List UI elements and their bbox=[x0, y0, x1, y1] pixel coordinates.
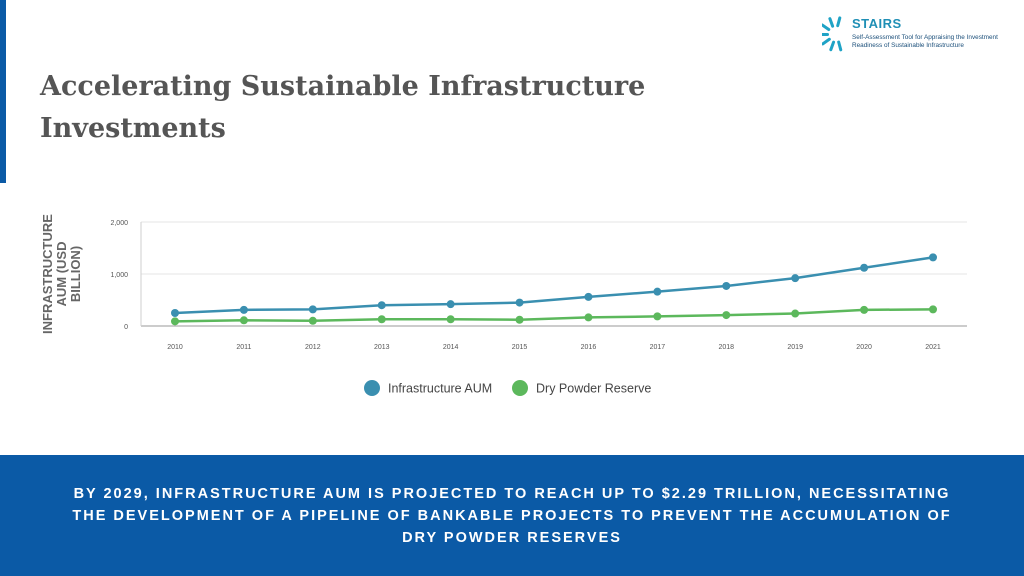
line-chart: 0 1,000 2,000 2010 2011 2012 2013 2014 2015 2016 2… bbox=[110, 220, 967, 396]
legend-marker bbox=[512, 380, 528, 396]
x-tick-label: 2015 bbox=[512, 344, 528, 351]
legend-label: Dry Powder Reserve bbox=[536, 382, 651, 396]
data-point bbox=[515, 315, 524, 324]
x-tick-label: 2014 bbox=[443, 344, 459, 351]
data-point bbox=[239, 316, 248, 325]
y-tick-label: 1,000 bbox=[110, 272, 128, 279]
data-point bbox=[308, 316, 317, 325]
data-point bbox=[584, 292, 593, 301]
legend-label: Infrastructure AUM bbox=[388, 382, 492, 396]
data-point bbox=[308, 305, 317, 314]
x-tick-label: 2011 bbox=[236, 344, 251, 351]
data-point bbox=[791, 309, 800, 318]
stairs-sunburst-icon bbox=[818, 16, 843, 52]
data-point bbox=[515, 298, 524, 307]
x-tick-label: 2021 bbox=[925, 344, 941, 351]
left-accent-bar bbox=[0, 0, 6, 183]
data-point bbox=[653, 287, 662, 296]
data-point bbox=[860, 263, 869, 272]
data-point bbox=[171, 309, 179, 317]
series-line bbox=[174, 256, 934, 315]
data-point bbox=[446, 315, 455, 324]
data-point bbox=[377, 301, 386, 310]
data-point bbox=[722, 311, 731, 320]
x-tick-label: 2020 bbox=[856, 344, 872, 351]
data-point bbox=[929, 305, 937, 314]
data-point bbox=[171, 317, 179, 326]
stairs-logo: STAIRS Self-Assessment Tool for Appraisi… bbox=[818, 14, 1022, 60]
data-point bbox=[860, 305, 869, 314]
x-tick-label: 2012 bbox=[305, 344, 321, 351]
y-tick-label: 2,000 bbox=[110, 220, 128, 227]
x-tick-label: 2017 bbox=[650, 344, 666, 351]
x-tick-label: 2013 bbox=[374, 344, 390, 351]
series-line bbox=[174, 308, 934, 323]
logo-name: STAIRS bbox=[852, 16, 902, 31]
x-tick-label: 2019 bbox=[787, 344, 803, 351]
data-point bbox=[653, 312, 662, 321]
data-point bbox=[722, 281, 731, 290]
y-tick-label: 0 bbox=[124, 324, 128, 331]
data-point bbox=[791, 274, 800, 283]
data-point bbox=[446, 300, 455, 309]
data-point bbox=[929, 253, 937, 262]
data-point bbox=[377, 315, 386, 324]
data-point bbox=[584, 313, 593, 322]
footer-banner: BY 2029, INFRASTRUCTURE AUM IS PROJECTED… bbox=[0, 455, 1024, 576]
y-axis-label: INFRASTRUCTURE AUM (USD BILLION) bbox=[40, 214, 83, 334]
x-tick-label: 2018 bbox=[718, 344, 734, 351]
footer-text: BY 2029, INFRASTRUCTURE AUM IS PROJECTED… bbox=[72, 485, 952, 546]
data-point bbox=[239, 305, 248, 314]
legend-marker bbox=[364, 380, 380, 396]
page-title: Accelerating Sustainable Infrastructure … bbox=[40, 71, 646, 144]
x-tick-label: 2010 bbox=[167, 344, 183, 351]
logo-tagline: Self-Assessment Tool for Appraising the … bbox=[852, 34, 998, 49]
x-tick-label: 2016 bbox=[581, 344, 597, 351]
